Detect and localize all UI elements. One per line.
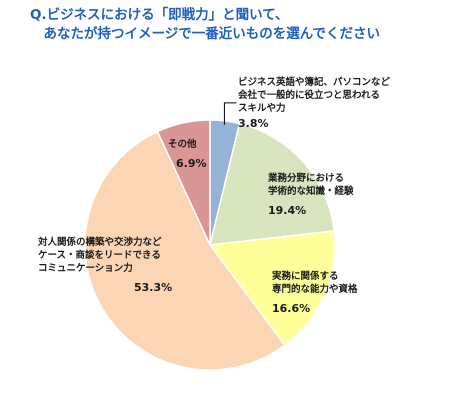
pie-slice-communication: [84, 130, 286, 371]
leader-line-skills: [223, 102, 237, 125]
slice-label-other-line-1: その他: [168, 139, 197, 150]
slice-value-skills: 3.8%: [238, 117, 269, 130]
slice-label-skills: ビジネス英語や簿記、パソコンなど 会社で一般的に役立つと思われる スキルや力 3…: [238, 76, 390, 130]
slice-value-other: 6.9%: [176, 157, 207, 170]
chart-title-line-2: あなたが持つイメージで一番近いものを選んでください: [30, 26, 381, 42]
slice-label-academic: 業務分野における 学術的な知識・経験 19.4%: [268, 172, 354, 217]
slice-label-practical-line-2: 専門的な能力や資格: [272, 284, 358, 295]
slice-value-communication: 53.3%: [134, 281, 173, 294]
slice-value-practical: 16.6%: [272, 302, 311, 315]
slice-label-communication-line-2: ケース・商談をリードできる: [38, 250, 161, 261]
slice-label-other: その他 6.9%: [168, 138, 207, 170]
slice-label-academic-line-2: 学術的な知識・経験: [268, 186, 354, 197]
pie-slice-academic: [209, 122, 336, 246]
slice-label-communication: 対人関係の構築や交渉力など ケース・商談をリードできる コミュニケーション力 5…: [38, 236, 172, 294]
slice-label-skills-line-2: 会社で一般的に役立つと思われる: [238, 90, 381, 101]
slice-value-academic: 19.4%: [268, 204, 307, 217]
slice-label-academic-line-1: 業務分野における: [268, 173, 345, 184]
slice-label-skills-line-3: スキルや力: [238, 103, 286, 114]
slice-label-communication-line-1: 対人関係の構築や交渉力など: [38, 237, 162, 248]
slice-label-practical-line-1: 実務に関係する: [272, 271, 339, 282]
slice-label-practical: 実務に関係する 専門的な能力や資格 16.6%: [272, 270, 358, 315]
pie-slice-practical: [208, 230, 336, 347]
slice-label-communication-line-3: コミュニケーション力: [38, 263, 133, 274]
pie-slice-other: [156, 119, 211, 246]
chart-title-line-1: Q.ビジネスにおける「即戦力」と聞いて、: [30, 7, 289, 23]
chart-title: Q.ビジネスにおける「即戦力」と聞いて、 あなたが持つイメージで一番近いものを選…: [30, 6, 440, 44]
slice-label-skills-line-1: ビジネス英語や簿記、パソコンなど: [238, 77, 391, 88]
